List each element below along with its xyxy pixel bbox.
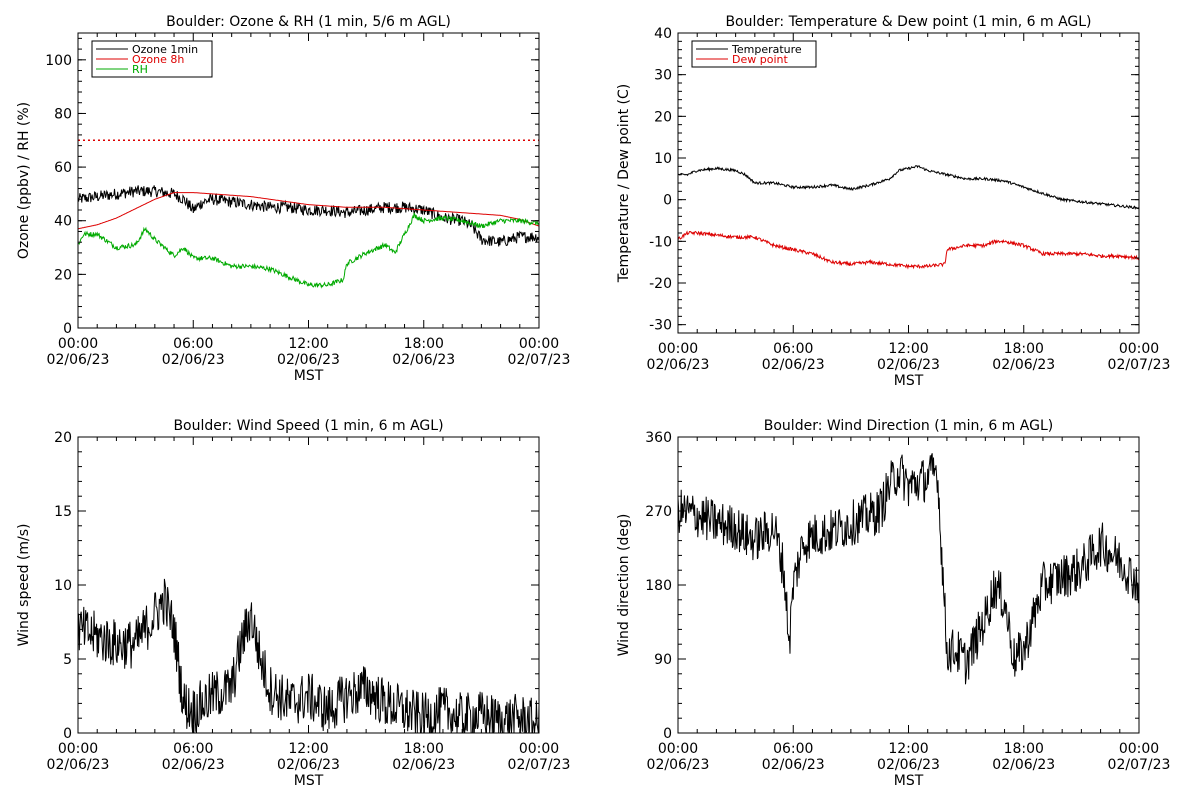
x-tick-time: 06:00 (173, 336, 213, 352)
chart-ozone-rh: Boulder: Ozone & RH (1 min, 5/6 m AGL)02… (16, 14, 570, 384)
x-axis-label: MST (294, 368, 324, 384)
x-tick-time: 18:00 (404, 336, 444, 352)
x-tick-time: 00:00 (658, 341, 698, 357)
x-tick-time: 06:00 (173, 741, 213, 757)
x-tick-time: 00:00 (519, 336, 559, 352)
x-tick-time: 18:00 (1004, 741, 1044, 757)
x-tick-date: 02/06/23 (47, 352, 110, 368)
y-tick-label: 10 (654, 151, 672, 167)
x-tick-date: 02/06/23 (47, 757, 110, 773)
y-tick-label: -30 (649, 318, 672, 334)
chart-title: Boulder: Wind Direction (1 min, 6 m AGL) (764, 418, 1053, 434)
x-tick-time: 00:00 (1119, 741, 1159, 757)
plot-frame (677, 32, 1140, 334)
x-tick-time: 00:00 (58, 336, 98, 352)
x-tick-date: 02/06/23 (992, 357, 1055, 373)
x-tick-time: 12:00 (888, 741, 928, 757)
y-tick-label: -10 (649, 234, 672, 250)
y-tick-label: 20 (654, 109, 672, 125)
y-tick-label: 40 (654, 26, 672, 42)
x-tick-time: 12:00 (888, 341, 928, 357)
series-line-temperature (678, 165, 1139, 211)
x-tick-date: 02/06/23 (992, 757, 1055, 773)
x-tick-date: 02/06/23 (877, 757, 940, 773)
x-tick-date: 02/07/23 (508, 352, 571, 368)
x-tick-date: 02/07/23 (1108, 357, 1171, 373)
legend-label: Dew point (732, 53, 788, 66)
legend-label: Temperature (731, 43, 802, 56)
y-axis-label: Temperature / Dew point (C) (616, 84, 632, 283)
x-tick-time: 18:00 (1004, 341, 1044, 357)
y-tick-label: 5 (63, 652, 72, 668)
x-tick-date: 02/06/23 (277, 757, 340, 773)
y-tick-label: 40 (54, 214, 72, 230)
x-tick-date: 02/07/23 (1108, 757, 1171, 773)
series-line-ozone-1min (78, 185, 539, 247)
x-tick-date: 02/06/23 (762, 357, 825, 373)
y-tick-label: 80 (54, 106, 72, 122)
y-tick-label: -20 (649, 276, 672, 292)
chart-wind-direction: Boulder: Wind Direction (1 min, 6 m AGL)… (616, 418, 1170, 789)
x-tick-time: 00:00 (519, 741, 559, 757)
series-line-dew-point (678, 230, 1139, 270)
y-tick-label: 0 (663, 726, 672, 742)
chart-title: Boulder: Ozone & RH (1 min, 5/6 m AGL) (166, 14, 451, 30)
x-tick-date: 02/06/23 (392, 352, 455, 368)
x-tick-time: 12:00 (288, 741, 328, 757)
x-tick-time: 12:00 (288, 336, 328, 352)
chart-title: Boulder: Wind Speed (1 min, 6 m AGL) (173, 418, 443, 434)
x-tick-date: 02/06/23 (277, 352, 340, 368)
chart-temperature-dewpoint: Boulder: Temperature & Dew point (1 min,… (616, 14, 1170, 389)
x-tick-date: 02/06/23 (647, 357, 710, 373)
x-axis-label: MST (894, 373, 924, 389)
x-axis-label: MST (894, 773, 924, 789)
x-tick-time: 18:00 (404, 741, 444, 757)
y-tick-label: 270 (645, 504, 672, 520)
x-tick-date: 02/06/23 (647, 757, 710, 773)
y-tick-label: 0 (63, 321, 72, 337)
x-tick-time: 00:00 (58, 741, 98, 757)
y-tick-label: 100 (45, 53, 72, 69)
x-tick-time: 06:00 (773, 741, 813, 757)
x-tick-date: 02/06/23 (877, 357, 940, 373)
x-tick-date: 02/06/23 (162, 352, 225, 368)
x-tick-time: 06:00 (773, 341, 813, 357)
y-tick-label: 20 (54, 430, 72, 446)
y-tick-label: 20 (54, 267, 72, 283)
x-tick-date: 02/06/23 (392, 757, 455, 773)
x-tick-time: 00:00 (658, 741, 698, 757)
legend-box (691, 40, 817, 68)
x-tick-date: 02/07/23 (508, 757, 571, 773)
y-axis-label: Wind speed (m/s) (16, 524, 32, 647)
chart-title: Boulder: Temperature & Dew point (1 min,… (725, 14, 1091, 30)
y-tick-label: 15 (54, 504, 72, 520)
y-axis-label: Ozone (ppbv) / RH (%) (16, 102, 32, 259)
x-tick-date: 02/06/23 (762, 757, 825, 773)
y-tick-label: 10 (54, 578, 72, 594)
x-tick-time: 00:00 (1119, 341, 1159, 357)
series-line-ozone-8h (78, 192, 539, 230)
y-tick-label: 90 (654, 652, 672, 668)
chart-wind-speed: Boulder: Wind Speed (1 min, 6 m AGL) 0 5 10… (16, 418, 570, 789)
legend-label: Ozone 1min (132, 43, 198, 56)
y-tick-label: 60 (54, 160, 72, 176)
legend-label: Ozone 8h (132, 53, 184, 66)
y-tick-label: 360 (645, 430, 672, 446)
series-line-0 (678, 453, 1139, 685)
y-tick-label: 0 (63, 726, 72, 742)
y-axis-label: Wind direction (deg) (616, 514, 632, 657)
series-line-rh (78, 212, 539, 289)
series-line-0 (78, 578, 539, 733)
y-tick-label: 180 (645, 578, 672, 594)
x-axis-label: MST (294, 773, 324, 789)
x-tick-date: 02/06/23 (162, 757, 225, 773)
y-tick-label: 30 (654, 68, 672, 84)
legend-label: RH (132, 63, 148, 76)
y-tick-label: 0 (663, 193, 672, 209)
